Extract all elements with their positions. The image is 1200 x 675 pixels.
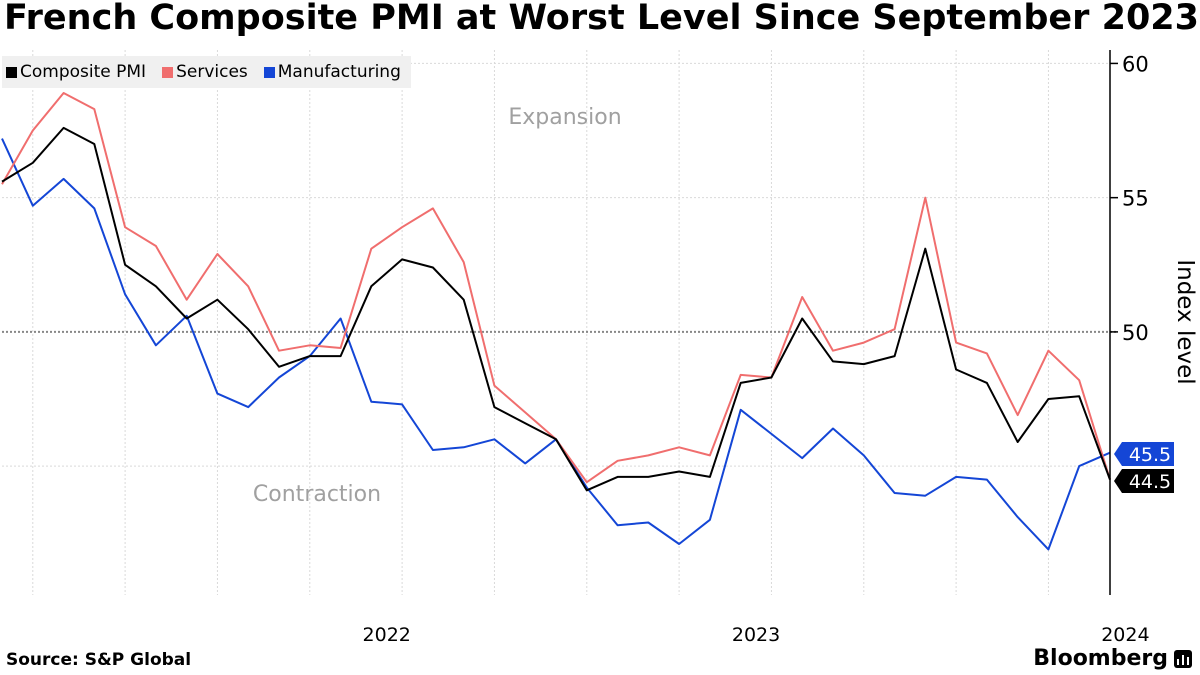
- legend-swatch-services: [162, 66, 174, 78]
- series-lines: [1, 92, 1111, 551]
- end-label-manufacturing-text: 45.5: [1129, 444, 1171, 466]
- legend-item-composite: Composite PMI: [6, 62, 146, 82]
- end-value-labels: 45.5 44.5: [1114, 442, 1174, 493]
- legend-label-services: Services: [176, 62, 248, 82]
- grid: [2, 50, 1116, 595]
- series-line-services: [1, 92, 1111, 484]
- brand-logo: Bloomberg: [1033, 646, 1192, 671]
- end-label-composite: 44.5: [1114, 469, 1174, 493]
- x-year-label: 2022: [363, 624, 411, 646]
- x-year-label: 2024: [1101, 624, 1149, 646]
- bloomberg-terminal-icon: [1174, 649, 1192, 668]
- end-label-manufacturing: 45.5: [1114, 442, 1174, 466]
- end-label-composite-text: 44.5: [1129, 471, 1171, 493]
- y-tick-label: 55: [1122, 187, 1149, 211]
- legend: Composite PMI Services Manufacturing: [2, 56, 411, 88]
- y-axis-title: Index level: [1172, 259, 1198, 384]
- legend-swatch-manufacturing: [263, 66, 275, 78]
- end-label-composite-box: [1114, 469, 1174, 493]
- x-year-label: 2023: [732, 624, 780, 646]
- brand-name: Bloomberg: [1033, 646, 1168, 671]
- zone-labels: Expansion Contraction: [253, 105, 622, 507]
- legend-label-manufacturing: Manufacturing: [277, 62, 401, 82]
- legend-item-manufacturing: Manufacturing: [263, 62, 401, 82]
- series-line-composite-pmi: [1, 126, 1111, 492]
- chart-title: French Composite PMI at Worst Level Sinc…: [4, 0, 1200, 38]
- contraction-label: Contraction: [253, 482, 381, 507]
- legend-item-services: Services: [162, 62, 248, 82]
- series-line-manufacturing: [1, 138, 1111, 551]
- expansion-label: Expansion: [508, 105, 621, 130]
- legend-label-composite: Composite PMI: [20, 62, 147, 82]
- end-label-manufacturing-box: [1114, 442, 1174, 466]
- source-note: Source: S&P Global: [6, 650, 192, 670]
- y-tick-label: 50: [1122, 321, 1149, 345]
- y-tick-label: 60: [1122, 52, 1149, 76]
- legend-swatch-composite: [6, 66, 17, 78]
